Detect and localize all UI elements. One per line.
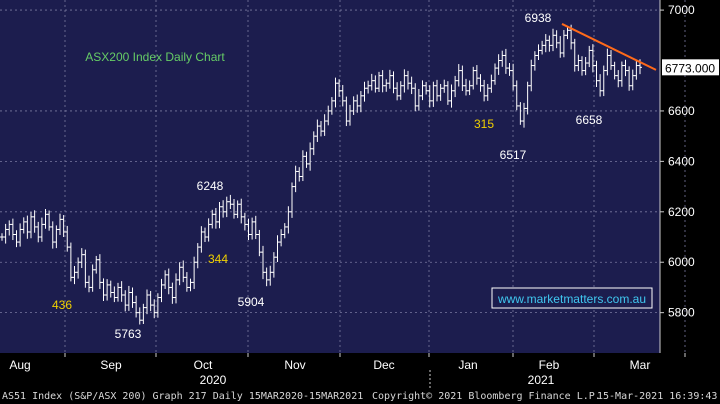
month-label: Aug <box>9 358 30 372</box>
footer-copyright: Copyright© 2021 Bloomberg Finance L.P. <box>372 391 601 402</box>
annotation-label: 436 <box>52 298 72 312</box>
annotation-label: 344 <box>208 252 228 266</box>
month-label: Jan <box>458 358 477 372</box>
year-label: 2020 <box>200 373 227 387</box>
month-label: Feb <box>539 358 560 372</box>
trendline <box>561 23 657 71</box>
month-label: Dec <box>373 358 394 372</box>
annotations: 6938 6248 5904 5763 6517 6658 436 344 315 <box>52 11 603 341</box>
annotation-label: 6248 <box>197 179 224 193</box>
annotation-label: 5763 <box>115 327 142 341</box>
month-label: Oct <box>194 358 213 372</box>
axis-background <box>660 0 720 353</box>
annotation-label: 6938 <box>525 11 552 25</box>
footer-left: AS51 Index (S&P/ASX 200) Graph 217 Daily… <box>2 391 364 402</box>
gridlines <box>0 0 686 353</box>
ohlc-chart: 5800 6000 6200 6400 6600 6773.000 7000 Aug Sep O… <box>0 0 720 389</box>
resistance-trendline <box>561 23 657 71</box>
last-value-label: 6773.000 <box>665 61 715 75</box>
x-axis-background <box>0 353 720 389</box>
y-tick-label: 6200 <box>668 205 695 219</box>
year-label: 2021 <box>528 373 555 387</box>
footer-timestamp: 15-Mar-2021 16:39:43 <box>597 391 718 402</box>
annotation-label: 5904 <box>238 295 265 309</box>
annotation-label: 6658 <box>576 113 603 127</box>
y-axis: 5800 6000 6200 6400 6600 6773.000 7000 <box>659 0 719 353</box>
y-tick-label: 5800 <box>668 306 695 320</box>
month-label: Sep <box>100 358 122 372</box>
footer-bar: AS51 Index (S&P/ASX 200) Graph 217 Daily… <box>0 389 720 404</box>
price-bars <box>0 24 642 325</box>
month-label: Mar <box>630 358 651 372</box>
x-axis: Aug Sep Oct Nov Dec Jan Feb Mar 2020 2021 <box>9 353 686 389</box>
y-tick-label: 7000 <box>668 3 695 17</box>
y-tick-label: 6000 <box>668 255 695 269</box>
annotation-label: 6517 <box>500 148 527 162</box>
watermark-box <box>491 287 653 309</box>
y-tick-label: 6400 <box>668 154 695 168</box>
last-value-box <box>662 59 719 76</box>
chart-title: ASX200 Index Daily Chart <box>85 50 225 64</box>
watermark-text: www.marketmatters.com.au <box>497 292 646 306</box>
month-label: Nov <box>284 358 305 372</box>
annotation-label: 315 <box>474 117 494 131</box>
y-tick-label: 6600 <box>668 104 695 118</box>
